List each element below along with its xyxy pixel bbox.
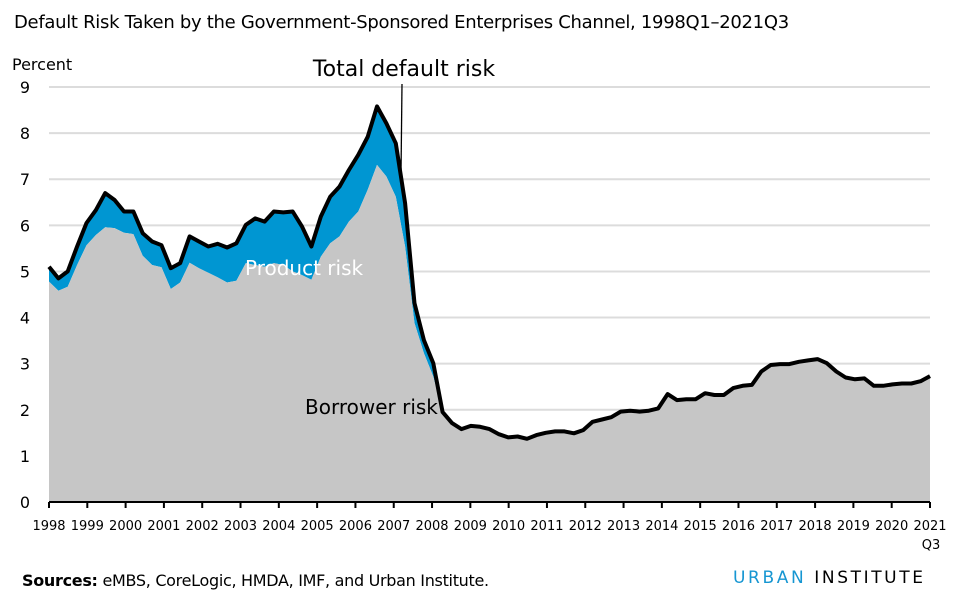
y-axis-ticks: 0 1 2 3 4 5 6 7 8 9 [20,78,30,512]
x-tick-label: 2019 [837,519,870,534]
urban-institute-logo: URBAN INSTITUTE [733,568,926,588]
y-tick-label: 5 [20,262,30,281]
x-tick-label: 2021 [913,519,946,534]
total-risk-label: Total default risk [312,57,495,82]
x-tick-label: 2015 [684,519,717,534]
x-tick-label: 2016 [722,519,755,534]
x-axis-ticks: 1998 1999 2000 2001 2002 2003 2004 2005 2006 2007… [32,502,947,534]
y-axis-label: Percent [12,55,72,74]
y-tick-label: 3 [20,355,30,374]
x-tick-label: 2008 [415,519,448,534]
x-tick-label: 2005 [301,519,334,534]
product-risk-area [49,106,930,439]
chart-title: Default Risk Taken by the Government-Spo… [14,12,789,33]
sources-note: Sources: eMBS, CoreLogic, HMDA, IMF, and… [22,571,489,590]
x-tick-label: 2001 [147,519,180,534]
x-tick-label: 2014 [645,519,678,534]
y-tick-label: 0 [20,493,30,512]
x-tick-label: 2009 [454,519,487,534]
x-tick-label: 2017 [760,519,793,534]
x-tick-label: 2010 [492,519,525,534]
logo-institute: INSTITUTE [814,568,926,588]
borrower-risk-label: Borrower risk [305,395,438,419]
x-tick-label: 2007 [377,519,410,534]
y-tick-label: 1 [20,447,30,466]
y-tick-label: 9 [20,78,30,97]
x-tick-label: 2020 [875,519,908,534]
x-tick-label: 1999 [71,519,104,534]
logo-urban: URBAN [733,568,807,588]
x-tick-label: 1998 [32,519,65,534]
y-tick-label: 7 [20,170,30,189]
x-tick-label: 2011 [530,519,563,534]
y-tick-label: 4 [20,309,30,328]
borrower-risk-area [49,164,930,502]
x-axis-end-sublabel: Q3 [922,538,941,553]
x-tick-label: 2004 [262,519,295,534]
y-tick-label: 2 [20,401,30,420]
y-tick-label: 6 [20,216,30,235]
total-default-risk-line [47,104,931,441]
x-tick-label: 2000 [109,519,142,534]
product-risk-label: Product risk [245,256,363,280]
sources-text: eMBS, CoreLogic, HMDA, IMF, and Urban In… [97,571,489,590]
x-tick-label: 2006 [339,519,372,534]
y-tick-label: 8 [20,124,30,143]
x-tick-label: 2012 [569,519,602,534]
x-tick-label: 2013 [607,519,640,534]
x-tick-label: 2002 [186,519,219,534]
total-risk-leader-line [400,83,403,175]
x-tick-label: 2003 [224,519,257,534]
x-tick-label: 2018 [799,519,832,534]
sources-label: Sources: [22,571,98,590]
